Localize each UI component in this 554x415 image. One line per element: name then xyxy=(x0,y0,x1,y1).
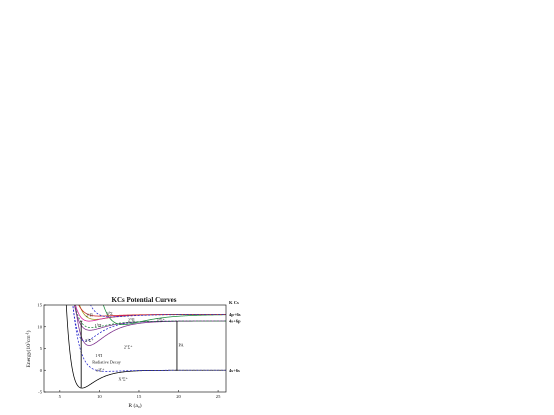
potential-curve-g xyxy=(78,305,226,317)
asymptote-label: 4s+6s xyxy=(229,368,240,373)
state-label: 31Σ⁺ xyxy=(156,317,164,322)
x-axis-label: R (ao) xyxy=(128,402,141,409)
y-tick-label: 5 xyxy=(40,346,43,351)
state-label: 11Π xyxy=(95,353,102,358)
transitions-layer xyxy=(79,320,179,388)
x-tick-label: 10 xyxy=(97,394,102,399)
state-labels: 21Π 33Σ 23Π 13Π 31Σ⁺ 31Σ⁺ 11Π 21Σ⁺ a3Σ⁺ X1Σ⁺ xyxy=(85,311,165,382)
state-label: 21Π xyxy=(86,312,93,317)
potential-curve-c xyxy=(74,305,226,328)
state-label: 33Σ xyxy=(107,311,114,316)
y-tick-label: 15 xyxy=(37,303,42,308)
annotation-label: Radiative Decay xyxy=(92,359,121,364)
potential-curve-a xyxy=(72,305,226,372)
potential-curve-A xyxy=(75,305,226,346)
state-label: 21Σ⁺ xyxy=(124,344,132,349)
state-label: 31Σ⁺ xyxy=(85,338,93,343)
annotation-label: PA xyxy=(179,342,185,347)
state-label: 23Π xyxy=(128,317,135,322)
plot-frame xyxy=(43,304,227,393)
y-tick-label: 0 xyxy=(40,368,43,373)
curves-layer xyxy=(65,305,226,389)
state-label: a3Σ⁺ xyxy=(96,367,104,372)
chart-title: KCs Potential Curves xyxy=(112,296,177,304)
x-tick-label: 15 xyxy=(137,394,142,399)
x-tick-label: 25 xyxy=(216,394,221,399)
y-tick-label: -5 xyxy=(38,390,43,395)
potential-curve-d xyxy=(102,305,226,325)
asymptote-labels: 4p+6s 4s+6p 4s+6s xyxy=(229,312,241,373)
axis-ticks: 5 10 15 20 25 -5 0 5 10 15 xyxy=(37,303,221,399)
state-label: 13Π xyxy=(95,322,102,327)
asymptote-label: 4s+6p xyxy=(229,319,241,324)
asymptote-label: 4p+6s xyxy=(229,312,241,317)
potential-curve-b xyxy=(72,305,226,342)
y-tick-label: 10 xyxy=(37,324,42,329)
annotations: Radiative Decay PA xyxy=(92,342,184,364)
state-label: X1Σ⁺ xyxy=(118,376,127,381)
asymptote-header: K Cs xyxy=(229,300,239,305)
x-tick-label: 5 xyxy=(59,394,62,399)
y-axis-label: Energy(103cm-1) xyxy=(25,330,32,367)
x-tick-label: 20 xyxy=(176,394,181,399)
